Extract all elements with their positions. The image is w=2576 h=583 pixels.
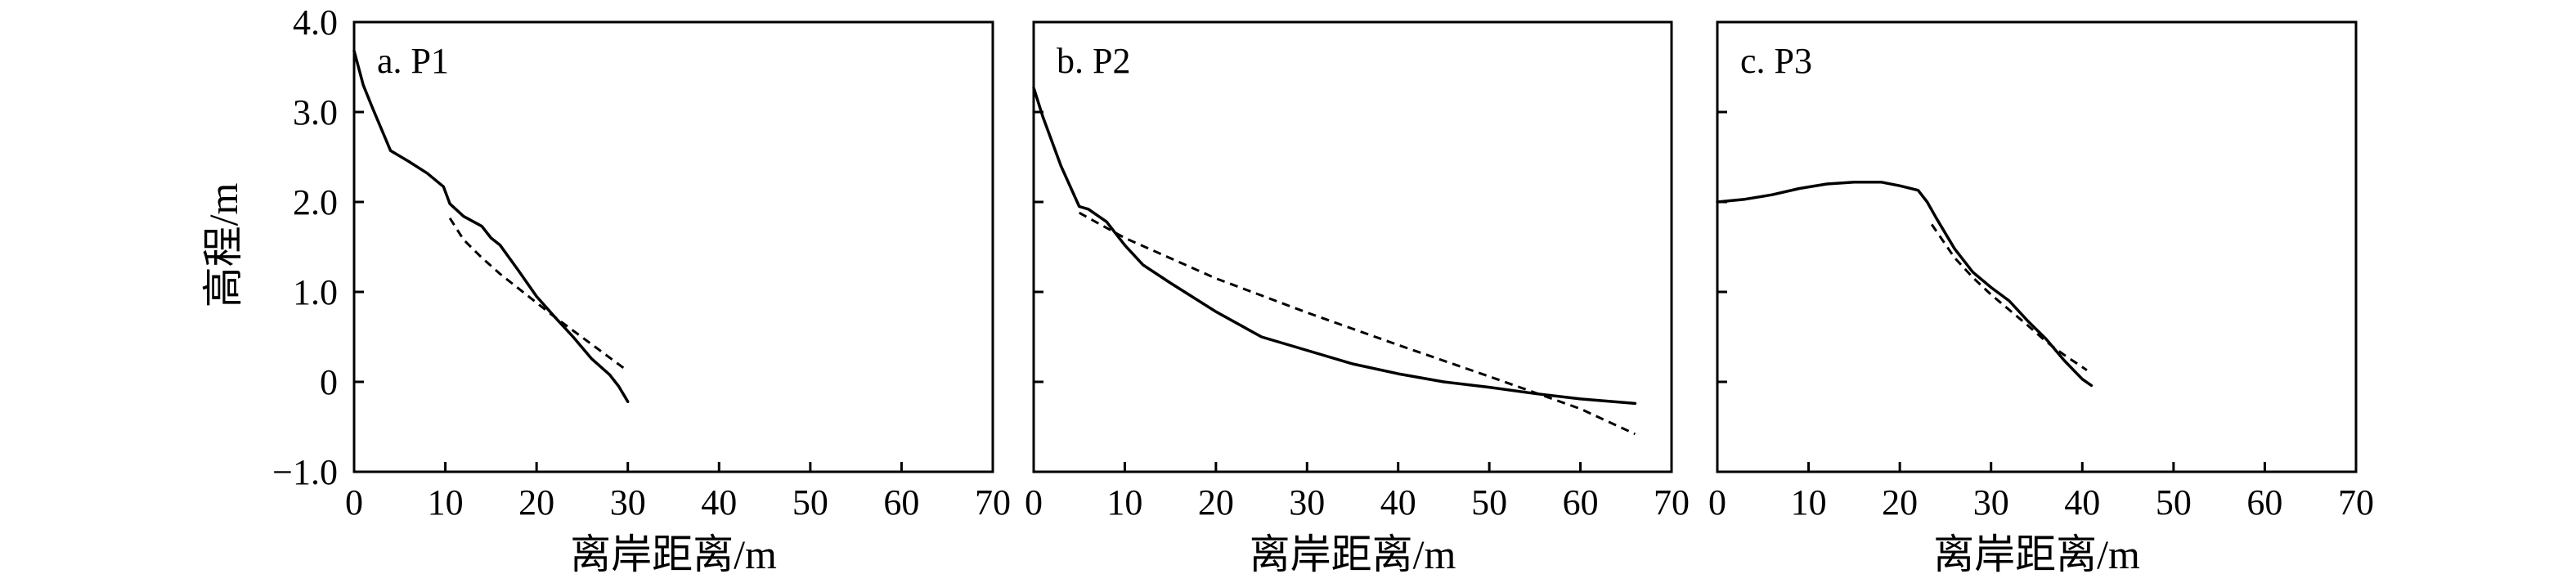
x-tick-label: 40 — [2064, 482, 2100, 522]
y-tick-label: 2.0 — [293, 182, 338, 222]
x-tick-label: 30 — [610, 482, 646, 522]
x-tick-label: 70 — [975, 482, 1011, 522]
panel-label: c. P3 — [1740, 41, 1812, 81]
x-tick-label: 60 — [883, 482, 919, 522]
x-tick-label: 10 — [428, 482, 464, 522]
y-tick-label: 0 — [320, 362, 338, 402]
x-tick-label: 0 — [1025, 482, 1043, 522]
y-tick-label: 4.0 — [293, 2, 338, 43]
x-tick-label: 50 — [1471, 482, 1507, 522]
y-tick-label: 3.0 — [293, 92, 338, 132]
x-tick-label: 30 — [1289, 482, 1325, 522]
y-tick-label: 1.0 — [293, 272, 338, 312]
x-tick-label: 50 — [2156, 482, 2192, 522]
chart-panels: 0 10 20 30 40 50 60 704.03.02.01.00−1.0a. P1离岸距… — [272, 2, 2374, 577]
x-tick-label: 30 — [1973, 482, 2009, 522]
x-tick-label: 40 — [701, 482, 737, 522]
x-axis-title: 离岸距离/m — [1250, 531, 1456, 577]
x-tick-label: 20 — [1882, 482, 1918, 522]
solid-series-line — [1032, 86, 1637, 406]
y-axis-title: 高程/m — [200, 183, 246, 308]
dashed-series-line — [1930, 223, 2088, 371]
x-tick-label: 50 — [792, 482, 828, 522]
x-axis-title: 离岸距离/m — [570, 531, 777, 577]
x-tick-label: 60 — [1563, 482, 1599, 522]
x-tick-label: 40 — [1380, 482, 1416, 522]
x-tick-label: 10 — [1791, 482, 1827, 522]
x-tick-label: 20 — [518, 482, 554, 522]
plot-frame — [1032, 20, 1673, 473]
panel-2: 0 10 20 30 40 50 60 70 b. P2 离岸距离/m — [1025, 20, 1690, 577]
x-tick-label: 0 — [345, 482, 363, 522]
x-tick-label: 70 — [1654, 482, 1690, 522]
panel-3: 0 10 20 30 40 50 60 70 c. P3 离岸距离/m — [1708, 20, 2374, 577]
x-tick-label: 60 — [2246, 482, 2282, 522]
panel-label: b. P2 — [1057, 41, 1130, 81]
dashed-series-line — [448, 217, 629, 373]
y-tick-label: −1.0 — [272, 452, 338, 492]
panel-1: 0 10 20 30 40 50 60 704.03.02.01.00−1.0a. P1离岸距… — [272, 2, 1011, 577]
plot-frame — [352, 20, 994, 473]
x-tick-label: 70 — [2338, 482, 2374, 522]
solid-series-line — [352, 49, 630, 403]
x-tick-label: 10 — [1106, 482, 1142, 522]
x-tick-label: 20 — [1198, 482, 1234, 522]
x-axis-title: 离岸距离/m — [1933, 531, 2140, 577]
solid-series-line — [1716, 181, 2094, 388]
x-tick-label: 0 — [1708, 482, 1726, 522]
plot-frame — [1716, 20, 2358, 473]
dashed-series-line — [1078, 211, 1636, 436]
panel-label: a. P1 — [377, 41, 449, 81]
